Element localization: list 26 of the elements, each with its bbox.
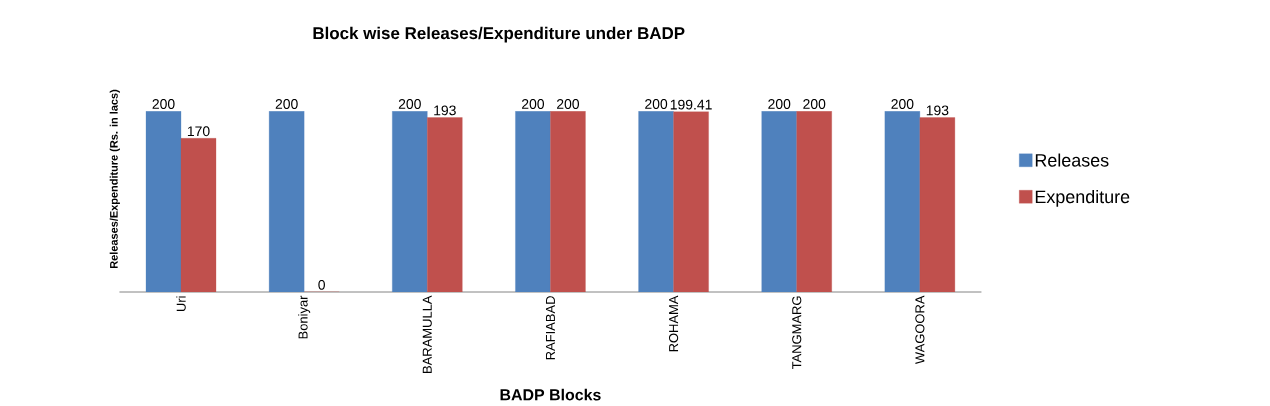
x-tick-label: WAGOORA [915,295,925,365]
data-label: 193 [926,105,949,116]
data-label: 200 [891,99,914,110]
data-label: 200 [522,99,545,110]
x-tick-label: Uri [176,296,186,312]
data-label: 200 [398,99,421,110]
x-tick-label: TANGMARG [792,296,802,370]
data-label: 199.41 [670,99,712,110]
data-label: 200 [768,99,791,110]
data-label: 193 [434,105,456,116]
y-axis-title: Releases/Expenditure (Rs. in lacs) [109,89,120,268]
legend-label: Releases [1035,153,1109,167]
data-label: 200 [275,99,298,110]
data-label: 0 [318,279,325,290]
chart-title: Block wise Releases/Expenditure under BADP [313,26,685,43]
legend-label: Expenditure [1035,189,1130,207]
x-tick-label: ROHAMA [668,295,679,352]
x-tick-label: Boniyar [298,295,311,339]
x-tick-label: RAFIABAD [545,296,555,360]
data-label: 200 [803,99,826,110]
x-axis-title: BADP Blocks [500,388,601,401]
data-label: 200 [557,99,580,110]
data-label: 170 [187,126,210,137]
data-label: 200 [152,99,175,110]
x-tick-label: BARAMULLA [422,295,432,373]
data-label: 200 [645,99,668,110]
